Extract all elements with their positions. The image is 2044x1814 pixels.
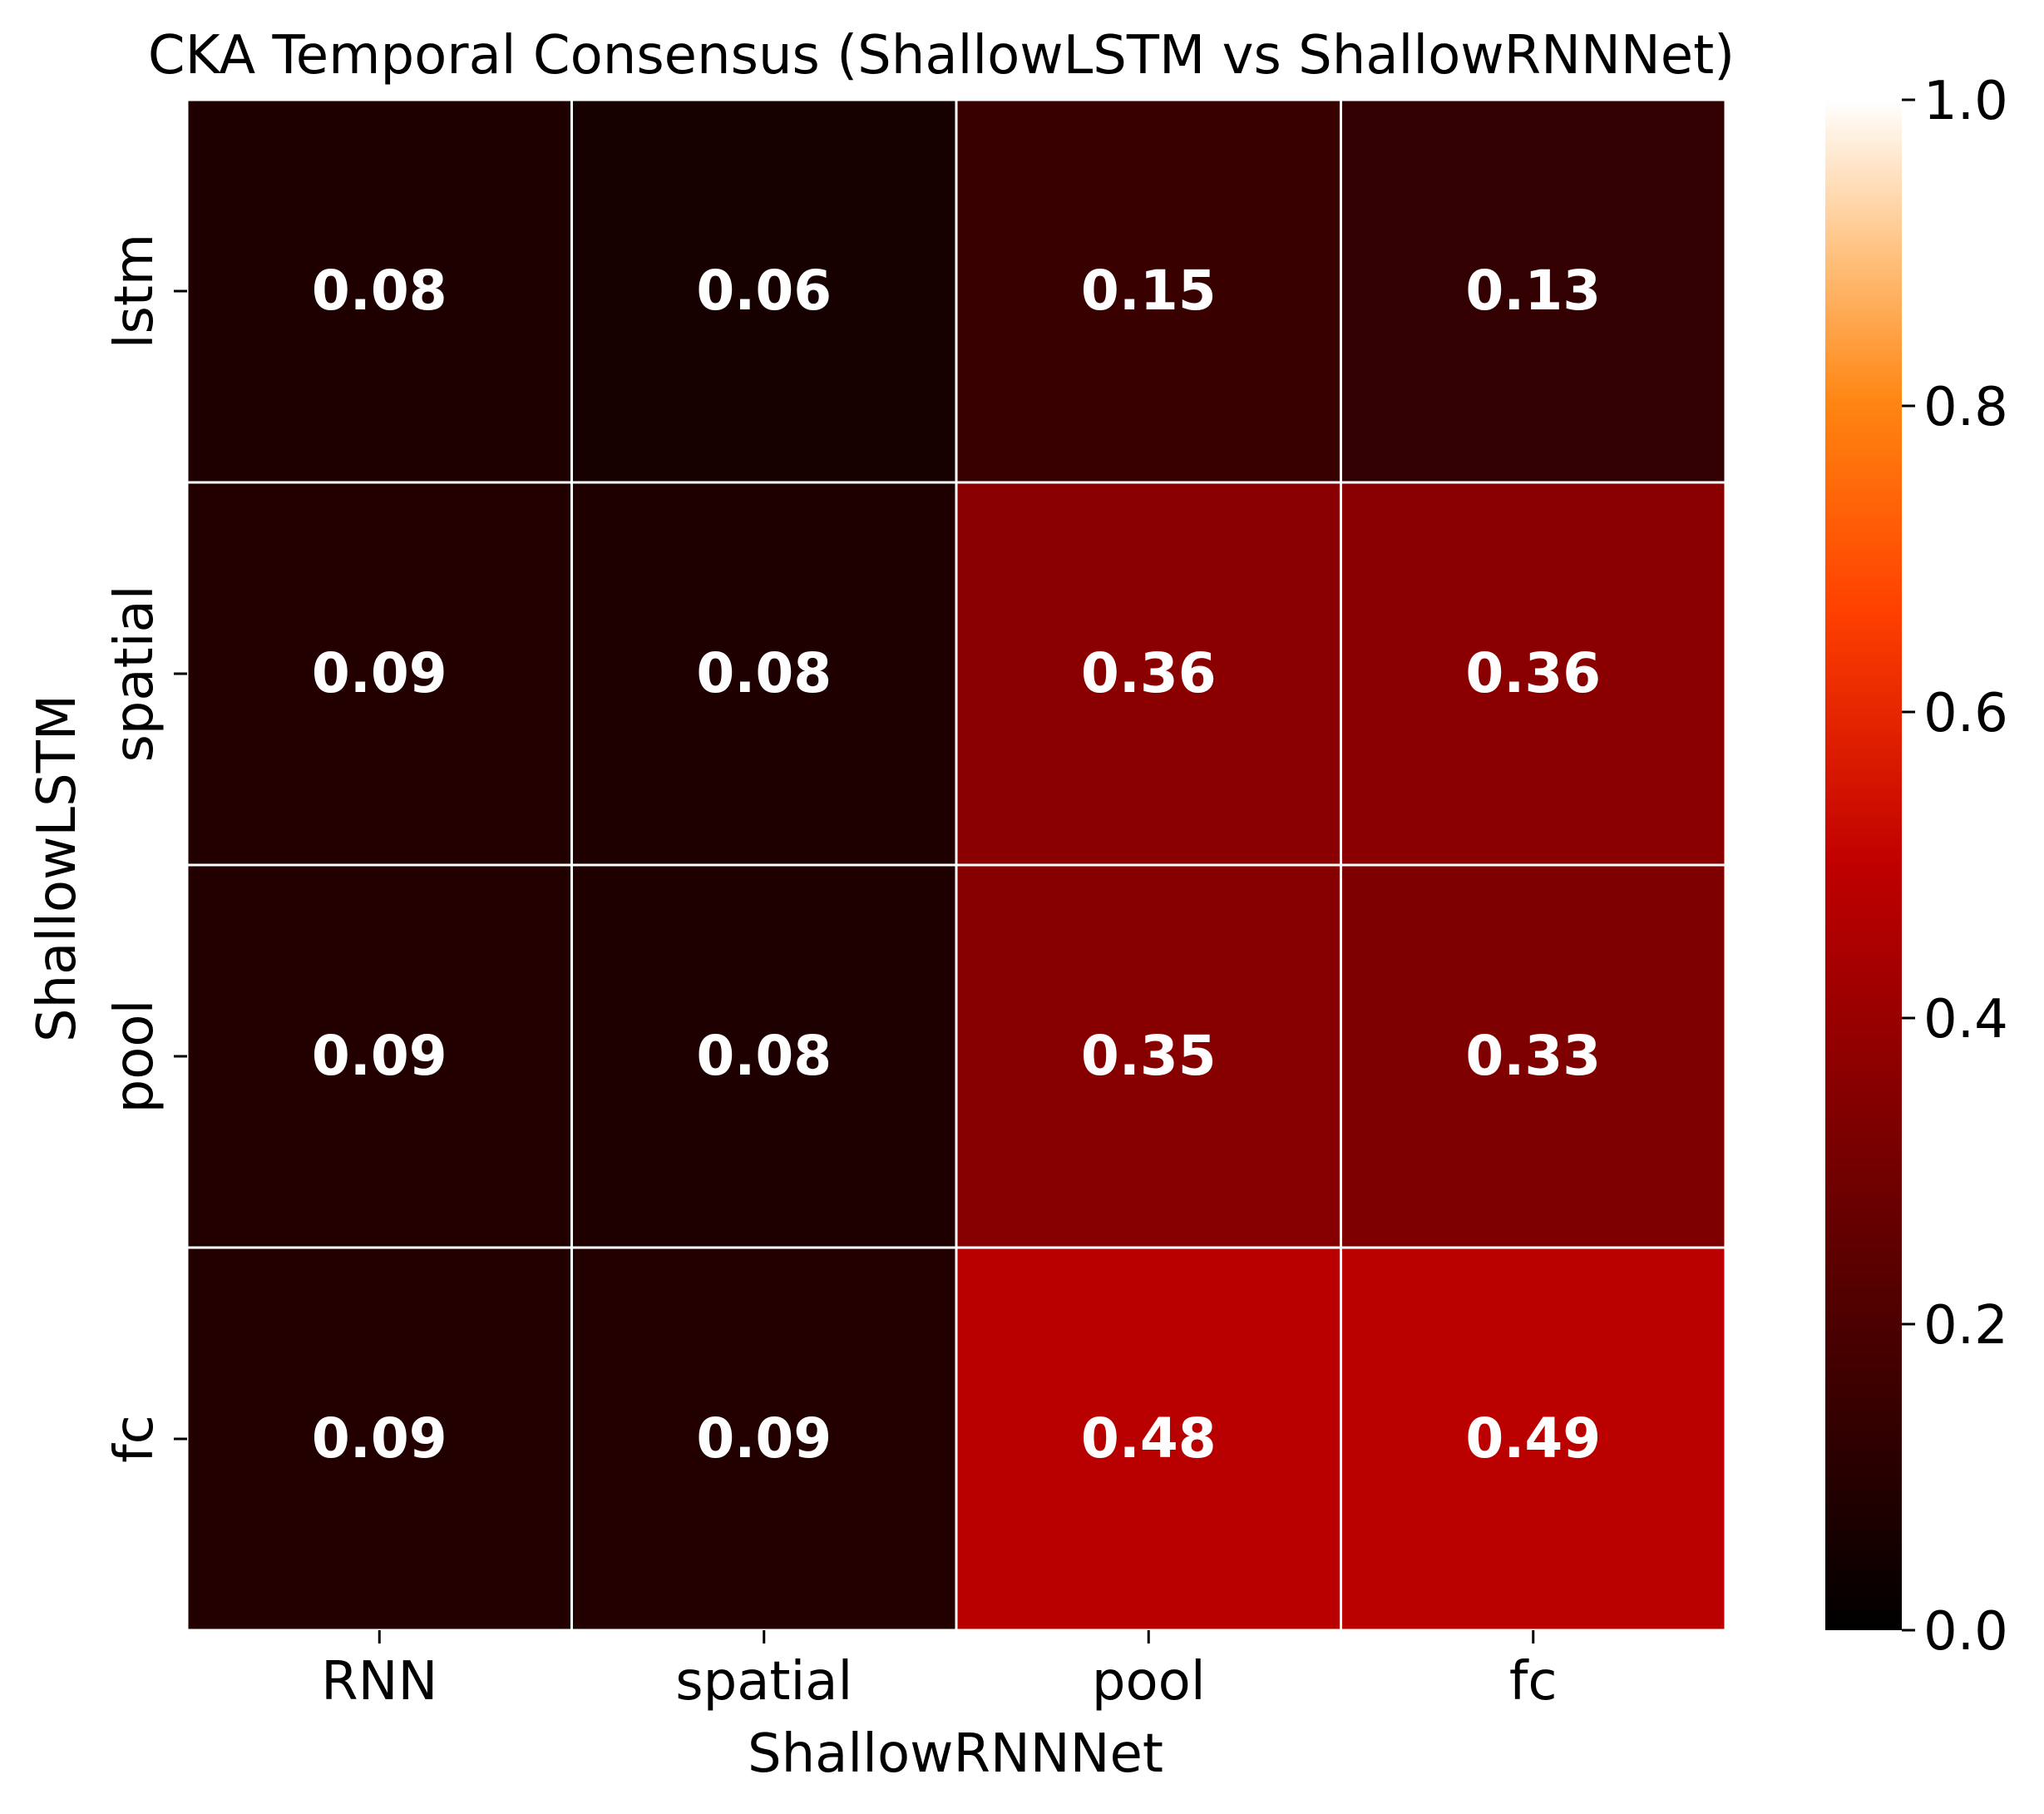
cell-value-label: 0.08: [696, 641, 832, 705]
heatmap-cell-spatial-pool: [955, 481, 1342, 867]
cell-value-label: 0.09: [312, 641, 447, 705]
heatmap-cell-fc-fc: [1340, 1246, 1727, 1632]
cell-value-label: 0.09: [312, 1406, 447, 1470]
colorbar-tick-label: 0.2: [1923, 1295, 2008, 1357]
cell-value-label: 0.09: [696, 1406, 832, 1470]
heatmap-cell-fc-RNN: [185, 1246, 573, 1632]
cell-value-label: 0.13: [1465, 259, 1601, 323]
colorbar-tick-label: 0.4: [1923, 989, 2008, 1050]
heatmap-cell-pool-fc: [1340, 863, 1727, 1249]
colorbar-tick-label: 0.0: [1923, 1601, 2008, 1663]
cell-value-label: 0.48: [1081, 1406, 1217, 1470]
cell-value-label: 0.08: [312, 259, 447, 323]
y-tick-label: spatial: [104, 585, 165, 762]
x-tick-label: RNN: [321, 1651, 437, 1713]
heatmap-cell-lstm-pool: [955, 98, 1342, 484]
heatmap-cell-spatial-RNN: [185, 481, 573, 867]
colorbar-tick-label: 1.0: [1923, 71, 2008, 132]
heatmap-cells: [185, 98, 1727, 1632]
x-axis-ticks: RNN spatial pool fc: [321, 1630, 1558, 1713]
cell-value-label: 0.49: [1465, 1406, 1601, 1470]
heatmap-cell-spatial-spatial: [570, 481, 958, 867]
x-tick-label: pool: [1092, 1651, 1206, 1713]
x-axis-label: ShallowRNNNet: [748, 1723, 1163, 1785]
cell-value-label: 0.36: [1465, 641, 1601, 705]
heatmap-cell-pool-spatial: [570, 863, 958, 1249]
cell-value-label: 0.08: [696, 1024, 832, 1088]
x-tick-label: spatial: [675, 1651, 852, 1713]
colorbar-tick-label: 0.8: [1923, 377, 2008, 438]
cell-value-label: 0.06: [696, 259, 832, 323]
cell-value-label: 0.09: [312, 1024, 447, 1088]
heatmap-cell-fc-spatial: [570, 1246, 958, 1632]
y-tick-label: pool: [104, 1000, 165, 1114]
y-tick-label: fc: [104, 1415, 165, 1463]
cell-value-label: 0.33: [1465, 1024, 1601, 1088]
y-tick-label: lstm: [104, 234, 165, 349]
cell-value-label: 0.15: [1081, 259, 1217, 323]
heatmap-cell-spatial-fc: [1340, 481, 1727, 867]
colorbar-tick-label: 0.6: [1923, 683, 2008, 744]
heatmap-cell-lstm-RNN: [185, 98, 573, 484]
heatmap-annotations: 0.08 0.06 0.15 0.13 0.09 0.08 0.36 0.36 0.09 0.08…: [312, 259, 1601, 1470]
heatmap-cell-fc-pool: [955, 1246, 1342, 1632]
heatmap-cell-lstm-spatial: [570, 98, 958, 484]
colorbar-ticks: 0.0 0.2 0.4 0.6 0.8 1.0: [1902, 71, 2008, 1663]
chart-title: CKA Temporal Consensus (ShallowLSTM vs S…: [148, 25, 1735, 86]
x-tick-label: fc: [1509, 1651, 1558, 1713]
cell-value-label: 0.36: [1081, 641, 1217, 705]
y-axis-label: ShallowLSTM: [27, 694, 88, 1042]
cell-value-label: 0.35: [1081, 1024, 1217, 1088]
colorbar: [1825, 100, 1902, 1630]
y-axis-ticks: lstm spatial pool fc: [104, 234, 187, 1463]
heatmap-cell-lstm-fc: [1340, 98, 1727, 484]
